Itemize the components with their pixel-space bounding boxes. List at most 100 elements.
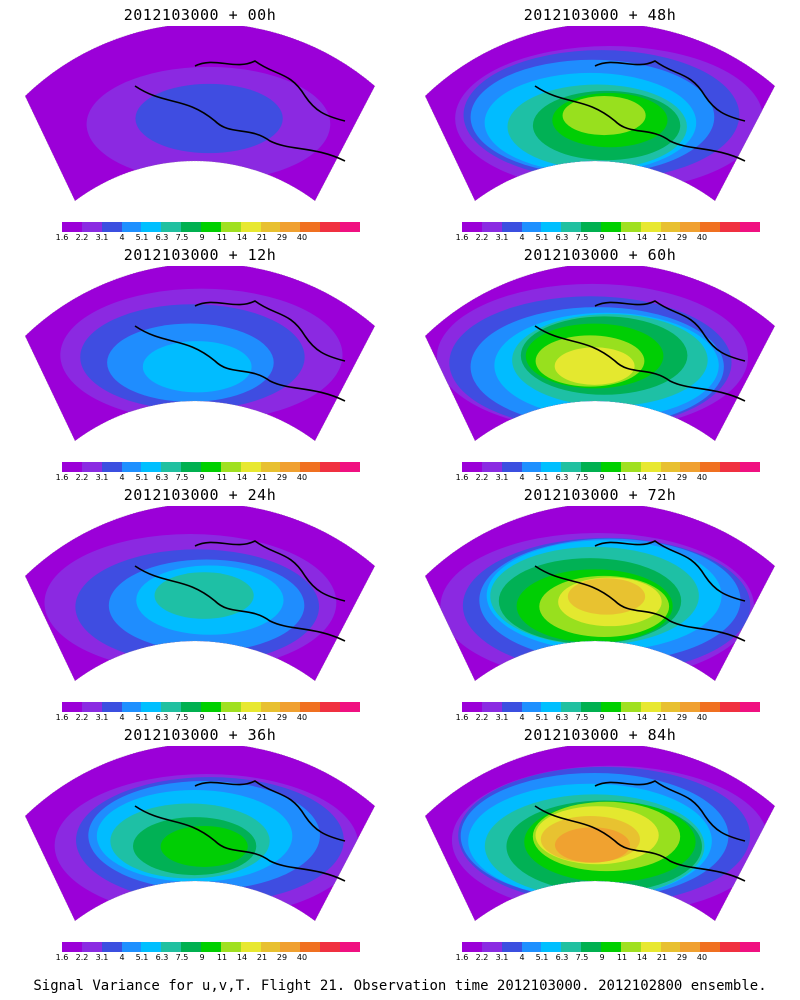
colorbar-tick-label: 29	[276, 473, 288, 482]
colorbar-tick-label: 5.1	[135, 713, 149, 722]
map-panel: 2012103000 + 36h 1.6 2.2 3.1 4 5.1 6.3 7.5 9 11 14…	[0, 720, 400, 965]
colorbar-tick-label: 11	[616, 473, 628, 482]
map-panel: 2012103000 + 48h 1.6 2.2 3.1 4 5.1 6.3 7.5 9 11 14…	[400, 0, 800, 245]
colorbar-swatch	[101, 222, 122, 232]
colorbar-swatch	[462, 222, 482, 232]
colorbar-tick-label: 9	[599, 713, 605, 722]
colorbar-swatch	[720, 222, 741, 232]
colorbar-tick-label: 40	[296, 953, 308, 962]
colorbar-tick-label: 14	[236, 233, 248, 242]
colorbar	[62, 702, 360, 712]
colorbar-tick-label: 4	[119, 713, 125, 722]
colorbar-ticks: 1.6 2.2 3.1 4 5.1 6.3 7.5 9 11 14 21 29 40	[50, 953, 390, 963]
colorbar-swatch	[161, 942, 182, 952]
colorbar-tick-label: 21	[256, 233, 268, 242]
colorbar-tick-label: 6.3	[155, 713, 169, 722]
colorbar-swatch	[481, 702, 502, 712]
colorbar-tick-label: 7.5	[175, 713, 189, 722]
colorbar-swatch	[620, 462, 641, 472]
map-panel: 2012103000 + 12h 1.6 2.2 3.1 4 5.1 6.3 7.5 9 11 14…	[0, 240, 400, 485]
colorbar-swatch	[462, 942, 482, 952]
colorbar-tick-label: 7.5	[575, 233, 589, 242]
colorbar	[462, 462, 760, 472]
colorbar-tick-label: 11	[216, 953, 228, 962]
colorbar-swatch	[201, 942, 221, 952]
variance-contour	[554, 827, 631, 863]
colorbar-tick-label: 3.1	[95, 953, 109, 962]
colorbar-swatch	[541, 942, 562, 952]
colorbar-tick-label: 6.3	[155, 473, 169, 482]
colorbar-swatch	[720, 942, 741, 952]
colorbar-swatch	[640, 942, 661, 952]
colorbar-swatch	[340, 222, 360, 232]
colorbar-tick-label: 1.6	[55, 233, 69, 242]
colorbar-swatch	[320, 702, 341, 712]
colorbar-ticks: 1.6 2.2 3.1 4 5.1 6.3 7.5 9 11 14 21 29 40	[450, 953, 790, 963]
colorbar-tick-label: 3.1	[495, 713, 509, 722]
colorbar-swatch	[161, 462, 182, 472]
map-plot	[24, 506, 376, 682]
colorbar-swatch	[220, 462, 241, 472]
colorbar-tick-label: 14	[636, 473, 648, 482]
colorbar-swatch	[660, 462, 681, 472]
colorbar-swatch	[280, 702, 301, 712]
colorbar-tick-label: 7.5	[175, 473, 189, 482]
colorbar-swatch	[240, 462, 261, 472]
colorbar-ticks: 1.6 2.2 3.1 4 5.1 6.3 7.5 9 11 14 21 29 40	[50, 713, 390, 723]
colorbar-swatch	[700, 222, 721, 232]
map-panel: 2012103000 + 72h 1.6 2.2 3.1 4 5.1 6.3 7.5 9 11 14…	[400, 480, 800, 725]
colorbar-swatch	[521, 942, 542, 952]
colorbar-tick-label: 7.5	[175, 233, 189, 242]
map-panel: 2012103000 + 00h 1.6 2.2 3.1 4 5.1 6.3 7.5 9 11 14…	[0, 0, 400, 245]
colorbar-tick-label: 5.1	[135, 473, 149, 482]
colorbar-swatch	[601, 942, 621, 952]
colorbar-tick-label: 9	[199, 473, 205, 482]
colorbar-swatch	[81, 462, 102, 472]
colorbar-swatch	[660, 222, 681, 232]
colorbar-swatch	[201, 222, 221, 232]
colorbar-tick-label: 3.1	[495, 233, 509, 242]
colorbar-tick-label: 4	[119, 233, 125, 242]
colorbar-tick-label: 4	[519, 713, 525, 722]
colorbar-ticks: 1.6 2.2 3.1 4 5.1 6.3 7.5 9 11 14 21 29 40	[450, 473, 790, 483]
map-panel: 2012103000 + 60h 1.6 2.2 3.1 4 5.1 6.3 7.5 9 11 14…	[400, 240, 800, 485]
map-plot	[24, 266, 376, 442]
colorbar-tick-label: 6.3	[555, 953, 569, 962]
colorbar-tick-label: 3.1	[495, 953, 509, 962]
coastline	[134, 300, 346, 402]
colorbar-swatch	[640, 702, 661, 712]
colorbar-swatch	[220, 942, 241, 952]
colorbar	[62, 942, 360, 952]
colorbar-tick-label: 1.6	[55, 713, 69, 722]
colorbar-swatch	[660, 942, 681, 952]
colorbar-swatch	[181, 942, 202, 952]
colorbar-swatch	[81, 942, 102, 952]
colorbar-tick-label: 29	[676, 233, 688, 242]
colorbar-swatch	[62, 462, 82, 472]
coastline	[134, 60, 346, 162]
map-plot	[24, 26, 376, 202]
colorbar-tick-label: 6.3	[555, 473, 569, 482]
colorbar-tick-label: 40	[296, 713, 308, 722]
colorbar-tick-label: 11	[216, 713, 228, 722]
colorbar-tick-label: 40	[696, 713, 708, 722]
colorbar-swatch	[561, 942, 582, 952]
colorbar-tick-label: 5.1	[135, 953, 149, 962]
variance-contour	[142, 341, 252, 393]
colorbar-tick-label: 21	[656, 713, 668, 722]
colorbar-swatch	[181, 462, 202, 472]
colorbar-swatch	[141, 222, 162, 232]
colorbar-swatch	[280, 462, 301, 472]
colorbar-swatch	[340, 942, 360, 952]
colorbar-swatch	[340, 702, 360, 712]
colorbar-tick-label: 9	[599, 473, 605, 482]
variance-contour	[135, 83, 283, 154]
map-plot	[424, 26, 776, 202]
colorbar-swatch	[81, 702, 102, 712]
panel-title: 2012103000 + 00h	[123, 6, 277, 24]
colorbar-tick-label: 1.6	[55, 953, 69, 962]
colorbar-tick-label: 21	[256, 473, 268, 482]
colorbar-tick-label: 14	[236, 953, 248, 962]
colorbar-swatch	[181, 222, 202, 232]
colorbar-swatch	[260, 942, 281, 952]
